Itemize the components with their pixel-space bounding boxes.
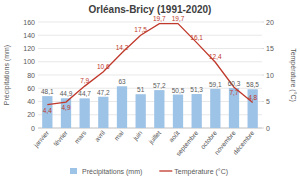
bar — [117, 86, 127, 128]
legend: Précipitations (mm) Température (°C) — [70, 168, 228, 176]
x-tick-label: juin — [131, 129, 145, 143]
title: Orléans-Bricy (1991-2020) — [89, 4, 212, 15]
line-label: 19,7 — [153, 15, 166, 22]
x-tick-label: septembre — [174, 129, 200, 158]
y2-tick — [262, 48, 264, 49]
bar-label: 50,5 — [172, 87, 185, 94]
line — [47, 24, 252, 105]
grid-line — [38, 22, 262, 23]
x-axis — [38, 128, 262, 129]
line-label: 4,4 — [43, 107, 52, 114]
y2-tick — [262, 75, 264, 76]
bar-label: 51 — [137, 86, 145, 93]
y-tick-label: 60 — [27, 85, 35, 92]
bar-label: 57,2 — [153, 82, 166, 89]
line-label: 16,1 — [190, 34, 203, 41]
legend-label: Température (°C) — [174, 168, 228, 176]
bar — [210, 89, 220, 128]
y-tick-label: 160 — [23, 19, 35, 26]
background — [0, 0, 300, 180]
grid-line — [38, 35, 262, 36]
y-tick-label: 80 — [27, 72, 35, 79]
x-tick-label: décembre — [231, 129, 255, 156]
y2-tick — [262, 22, 264, 23]
line-label: 4,8 — [248, 94, 257, 101]
bar-label: 58,5 — [246, 81, 259, 88]
bar-label: 47,2 — [97, 89, 110, 96]
y2-tick-label: 15 — [266, 45, 274, 52]
grid-line — [38, 114, 262, 115]
y2-tick-label: 0 — [266, 125, 270, 132]
line-label: 17,5 — [134, 26, 147, 33]
bar — [192, 94, 202, 128]
grid-line — [38, 88, 262, 89]
grid-line — [38, 48, 262, 49]
line-label: 12,4 — [209, 53, 222, 60]
line-label: 10,6 — [97, 63, 110, 70]
x-tick-label: août — [167, 129, 181, 143]
grid-line — [38, 128, 262, 129]
x-tick-label: juillet — [147, 129, 163, 146]
data-labels: 48,1 44,9 44,7 47,2 63 51 57,2 50,5 51,3 59,1 60,3… — [41, 15, 259, 114]
line-label: 7,9 — [80, 77, 89, 84]
x-tick-label: février — [52, 129, 70, 148]
bar-label: 63 — [118, 78, 126, 85]
y-tick-label: 20 — [27, 111, 35, 118]
chart: Orléans-Bricy (1991-2020)020406080100120… — [0, 0, 300, 180]
y2-tick-label: 20 — [266, 19, 274, 26]
plot-area — [42, 24, 258, 128]
bar-label: 51,3 — [190, 86, 203, 93]
bar — [42, 96, 52, 128]
line-label: 4,9 — [61, 104, 70, 111]
y2-axis-title: Température (°C) — [289, 48, 297, 102]
bar — [98, 97, 108, 128]
bar — [154, 90, 164, 128]
bar-label: 60,3 — [228, 80, 241, 87]
y2-tick-label: 5 — [266, 98, 270, 105]
grid-line — [38, 101, 262, 102]
bar — [173, 95, 183, 128]
bar-label: 48,1 — [41, 88, 54, 95]
legend-label: Précipitations (mm) — [82, 168, 142, 176]
y2-tick-label: 10 — [266, 72, 274, 79]
x-tick-label: avril — [93, 129, 106, 143]
legend-swatch — [159, 170, 172, 171]
bar — [136, 94, 146, 128]
bar-label: 44,9 — [60, 90, 73, 97]
y-tick-label: 100 — [23, 58, 35, 65]
y-tick-label: 120 — [23, 45, 35, 52]
grid-line — [38, 75, 262, 76]
line-label: 19,7 — [172, 15, 185, 22]
x-tick-label: mai — [113, 129, 125, 142]
bar — [80, 98, 90, 128]
bar — [248, 89, 258, 128]
y-axis-title: Précipitations (mm) — [3, 45, 11, 105]
line-label: 7,7 — [229, 89, 238, 96]
grid-line — [38, 61, 262, 62]
x-tick-label: mars — [73, 129, 88, 145]
bar-label: 59,1 — [209, 81, 222, 88]
bar-label: 44,7 — [78, 90, 91, 97]
legend-swatch — [70, 168, 77, 174]
y-tick-label: 0 — [31, 125, 35, 132]
y-tick-label: 140 — [23, 32, 35, 39]
line-label: 14,2 — [116, 44, 129, 51]
y2-tick — [262, 101, 264, 102]
bar — [229, 88, 239, 128]
y-tick-label: 40 — [27, 98, 35, 105]
y2-tick — [262, 128, 264, 129]
x-tick-label: janvier — [32, 129, 52, 150]
